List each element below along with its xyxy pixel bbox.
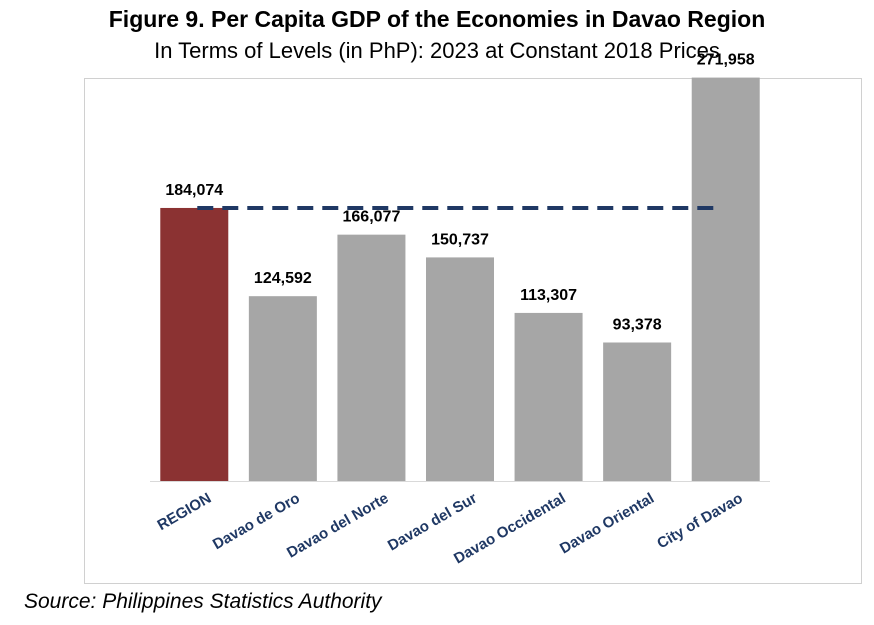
data-label: 271,958 [697, 52, 755, 69]
data-label: 93,378 [613, 316, 662, 333]
data-label: 113,307 [520, 287, 577, 304]
category-label: Davao Oriental [557, 490, 657, 558]
chart-subtitle: In Terms of Levels (in PhP): 2023 at Con… [154, 38, 720, 63]
bar-davao-occidental [514, 312, 583, 481]
bar-davao-del-sur [426, 257, 494, 481]
bar-region [160, 207, 229, 481]
data-label: 166,077 [343, 209, 401, 226]
bar-davao-de-oro [248, 296, 317, 481]
bar-davao-oriental [603, 342, 672, 481]
source-note: Source: Philippines Statistics Authority [24, 590, 382, 613]
category-label: REGION [155, 490, 215, 534]
category-label: City of Davao [654, 490, 746, 553]
bar-city-of-davao [691, 77, 760, 481]
data-label: 150,737 [431, 231, 489, 248]
bar-davao-del-norte [337, 234, 406, 481]
chart-frame [84, 78, 862, 584]
data-label: 124,592 [254, 270, 312, 287]
data-label: 184,074 [165, 182, 223, 199]
chart-title: Figure 9. Per Capita GDP of the Economie… [108, 6, 766, 32]
